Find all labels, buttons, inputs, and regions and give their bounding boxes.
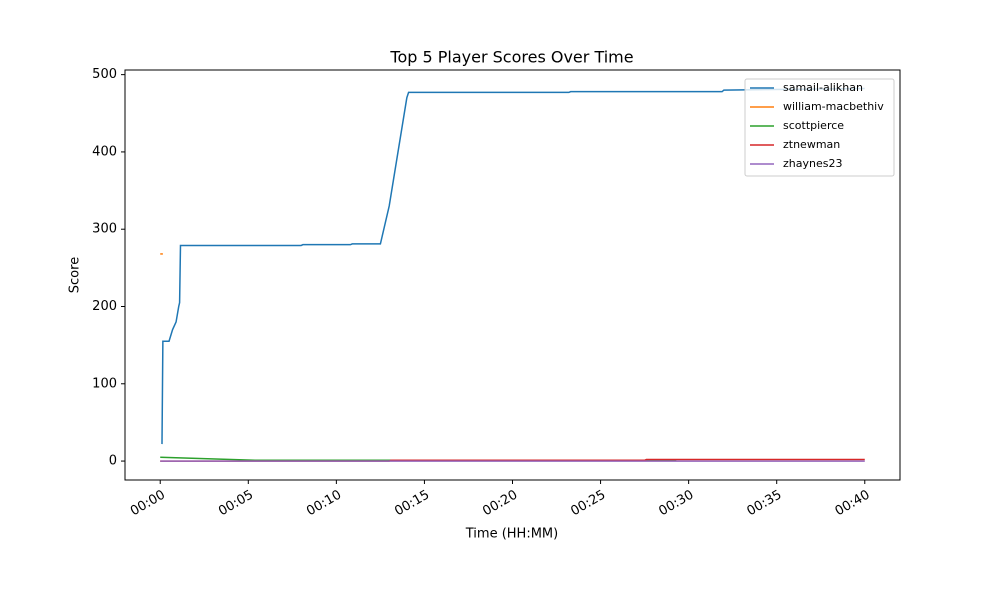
y-tick-label: 500 — [92, 67, 117, 82]
y-tick-label: 400 — [92, 144, 117, 159]
legend-label: zhaynes23 — [783, 157, 842, 170]
x-tick-label: 00:40 — [833, 488, 873, 520]
series-line — [161, 87, 865, 445]
x-tick-label: 00:30 — [656, 488, 696, 520]
plot-frame — [124, 69, 901, 481]
y-tick-label: 0 — [109, 454, 117, 469]
x-tick-label: 00:00 — [128, 488, 168, 520]
x-tick-label: 00:10 — [304, 488, 344, 520]
x-tick-label: 00:20 — [480, 488, 520, 520]
legend-label: samail-alikhan — [783, 81, 863, 94]
legend: samail-alikhan william-macbethiv scottpier… — [744, 78, 895, 177]
y-tick-label: 100 — [92, 376, 117, 391]
legend-box — [744, 78, 895, 177]
x-tick-label: 00:05 — [216, 488, 256, 520]
y-axis-label: Score — [68, 257, 83, 293]
x-axis-label: Time (HH:MM) — [465, 527, 558, 542]
x-tick-label: 00:15 — [392, 488, 432, 520]
y-tick-label: 200 — [92, 299, 117, 314]
legend-label: ztnewman — [783, 138, 840, 151]
x-tick-label: 00:25 — [568, 488, 608, 520]
x-tick-label: 00:35 — [745, 488, 785, 520]
legend-label: scottpierce — [783, 119, 844, 132]
chart-title: Top 5 Player Scores Over Time — [389, 48, 633, 67]
y-tick-label: 300 — [92, 222, 117, 237]
legend-label: william-macbethiv — [783, 100, 884, 113]
